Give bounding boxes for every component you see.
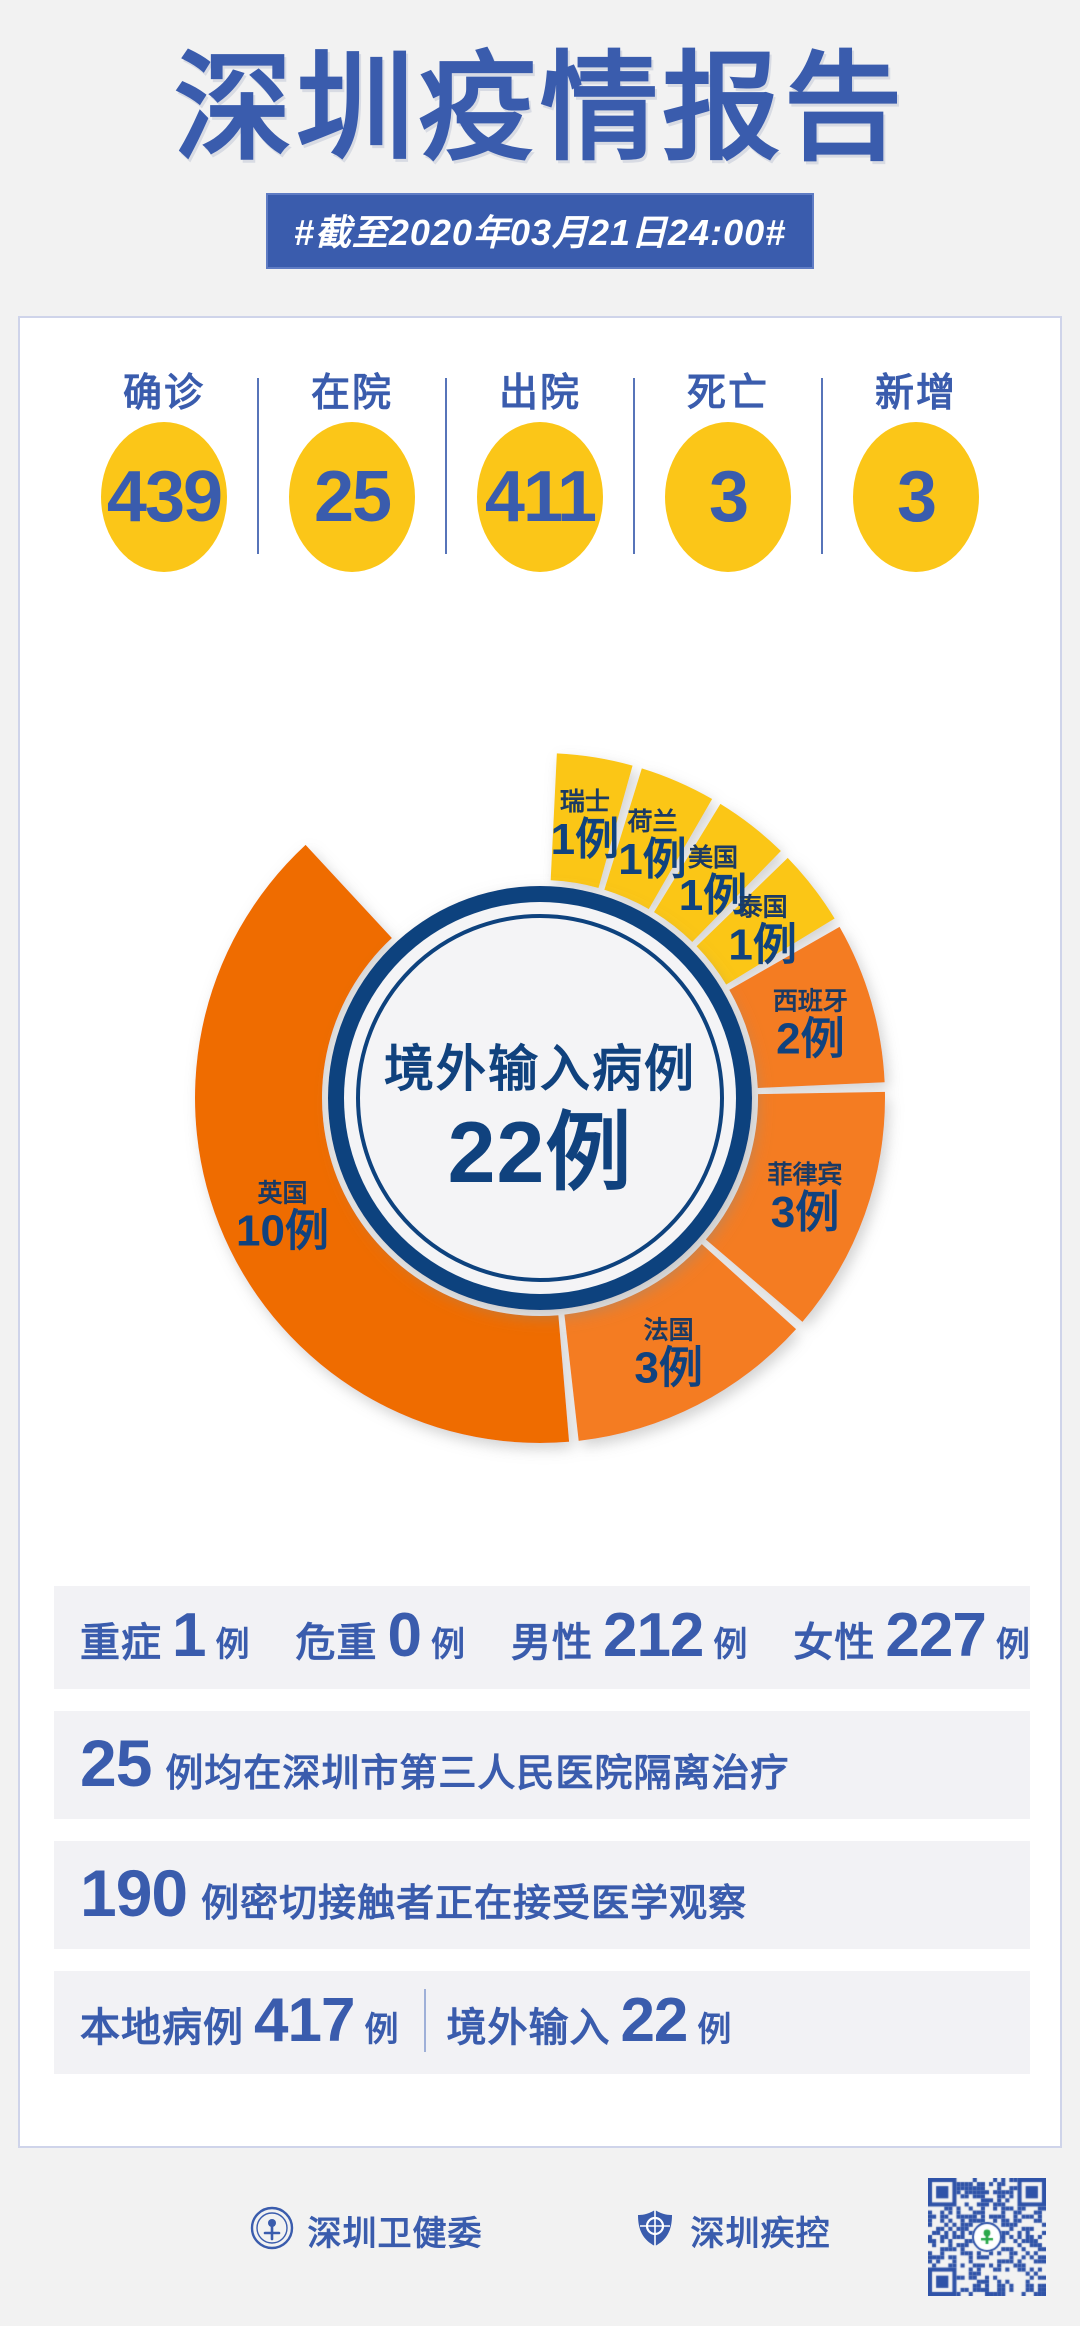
slice-country-label: 荷兰 <box>627 807 677 836</box>
stat-new: 新增 3 <box>823 362 1009 572</box>
slice-count-label: 10例 <box>236 1207 329 1256</box>
stat-divider <box>633 378 635 554</box>
female-value: 227 <box>885 1601 986 1670</box>
stat-deaths-value: 3 <box>708 457 749 537</box>
stat-inhospital: 在院 25 <box>259 362 445 572</box>
hospital-count: 25 <box>80 1726 152 1800</box>
stat-confirmed-bubble: 439 <box>101 422 227 572</box>
slice-country-label: 英国 <box>257 1180 307 1208</box>
stat-divider <box>445 378 447 554</box>
stat-discharged: 出院 411 <box>447 362 633 572</box>
stat-deaths-bubble: 3 <box>665 422 791 572</box>
contacts-count: 190 <box>80 1856 188 1930</box>
critical-label: 危重 <box>295 1621 378 1665</box>
slice-country-label: 美国 <box>688 843 738 872</box>
local-value: 417 <box>254 1986 355 2055</box>
slice-count-label: 1例 <box>618 835 686 884</box>
footer-orgs: 深圳卫健委 深圳疾控 <box>0 2168 1080 2255</box>
slice-count-label: 3例 <box>771 1188 839 1237</box>
slice-count-label: 3例 <box>634 1343 702 1392</box>
page-header: 深圳疫情报告 #截至2020年03月21日24:00# <box>0 0 1080 270</box>
female-unit: 例 <box>995 1626 1030 1664</box>
imported-label: 境外输入 <box>446 2006 611 2050</box>
local-unit: 例 <box>364 2011 399 2049</box>
male-label: 男性 <box>510 1621 593 1665</box>
stat-deaths-label: 死亡 <box>686 372 769 415</box>
imported-unit: 例 <box>697 2011 732 2049</box>
imported-cases-donut-chart: 瑞士 1例 荷兰 1例 美国 1例 泰国 1例 西班牙 2例 菲律宾 3例 法国 3例 英国 10例 境外输入… <box>20 698 1060 1518</box>
stat-confirmed-value: 439 <box>106 457 223 537</box>
critical-unit: 例 <box>430 1626 465 1664</box>
org-health-commission: 深圳卫健委 <box>250 2206 483 2255</box>
slice-country-label: 瑞士 <box>560 788 610 816</box>
donut-slice <box>550 753 633 888</box>
slice-count-label: 1例 <box>679 871 747 920</box>
org-cdc-name: 深圳疾控 <box>690 2215 831 2253</box>
stat-inhospital-bubble: 25 <box>289 422 415 572</box>
stat-confirmed: 确诊 439 <box>71 362 257 572</box>
stat-new-bubble: 3 <box>853 422 979 572</box>
stat-discharged-bubble: 411 <box>477 422 603 572</box>
qr-code[interactable] <box>928 2178 1046 2296</box>
slice-count-label: 1例 <box>728 921 796 970</box>
hospital-text: 例均在深圳市第三人民医院隔离治疗 <box>165 1753 790 1795</box>
report-card: 确诊 439 在院 25 出院 411 死亡 3 <box>18 316 1062 2148</box>
stat-deaths: 死亡 3 <box>635 362 821 572</box>
stat-inhospital-value: 25 <box>313 457 392 537</box>
local-label: 本地病例 <box>80 2006 244 2050</box>
slice-count-label: 1例 <box>551 815 619 864</box>
stat-discharged-label: 出院 <box>498 372 581 415</box>
detail-rows: 重症 1 例 危重 0 例 男性 212 例 女性 227 例 25 例均在深圳… <box>54 1586 1030 2096</box>
summary-stats-row: 确诊 439 在院 25 出院 411 死亡 3 <box>20 362 1060 572</box>
donut-center-value: 22例 <box>448 1105 633 1201</box>
org-cdc: 深圳疾控 <box>633 2206 831 2255</box>
slice-country-label: 泰国 <box>738 894 788 922</box>
page-footer: 深圳卫健委 深圳疾控 <box>0 2168 1080 2326</box>
slice-country-label: 西班牙 <box>773 988 848 1016</box>
donut-slice <box>653 803 781 942</box>
severe-unit: 例 <box>215 1626 250 1664</box>
detail-row-contacts: 190 例密切接触者正在接受医学观察 <box>54 1841 1030 1949</box>
health-commission-emblem-icon <box>250 2206 294 2255</box>
donut-center-label: 境外输入病例 <box>384 1041 696 1097</box>
donut-slice <box>705 1091 885 1322</box>
report-date-banner: #截至2020年03月21日24:00# <box>265 193 815 270</box>
stat-new-value: 3 <box>896 457 937 537</box>
male-unit: 例 <box>713 1626 748 1664</box>
donut-center-ring <box>328 886 752 1310</box>
imported-value: 22 <box>620 1986 688 2055</box>
org-health-commission-name: 深圳卫健委 <box>307 2215 483 2253</box>
detail-row-severity-gender: 重症 1 例 危重 0 例 男性 212 例 女性 227 例 <box>54 1586 1030 1689</box>
cdc-shield-icon <box>633 2206 677 2255</box>
donut-slice <box>729 926 885 1089</box>
detail-row-hospital: 25 例均在深圳市第三人民医院隔离治疗 <box>54 1711 1030 1819</box>
row-divider <box>424 1989 427 2052</box>
stat-inhospital-label: 在院 <box>310 372 393 415</box>
stat-confirmed-label: 确诊 <box>122 372 205 415</box>
qr-code-canvas[interactable] <box>928 2178 1046 2296</box>
stat-divider <box>821 378 823 554</box>
male-value: 212 <box>602 1601 704 1670</box>
slice-country-label: 法国 <box>644 1316 694 1344</box>
female-label: 女性 <box>793 1621 876 1665</box>
stat-discharged-value: 411 <box>484 457 597 537</box>
contacts-text: 例密切接触者正在接受医学观察 <box>201 1883 748 1925</box>
slice-count-label: 2例 <box>776 1015 844 1064</box>
donut-slice <box>564 1244 797 1441</box>
date-banner-wrapper: #截至2020年03月21日24:00# <box>0 193 1080 270</box>
donut-slice <box>696 857 835 985</box>
severe-value: 1 <box>172 1601 206 1670</box>
stat-new-label: 新增 <box>874 372 957 415</box>
detail-row-local-imported: 本地病例 417 例 境外输入 22 例 <box>54 1971 1030 2074</box>
slice-country-label: 菲律宾 <box>767 1160 842 1189</box>
stat-divider <box>257 378 259 554</box>
donut-slice <box>194 844 570 1444</box>
severe-label: 重症 <box>80 1621 162 1665</box>
donut-slice <box>604 768 713 910</box>
page-title: 深圳疫情报告 <box>173 43 906 175</box>
critical-value: 0 <box>387 1601 421 1670</box>
